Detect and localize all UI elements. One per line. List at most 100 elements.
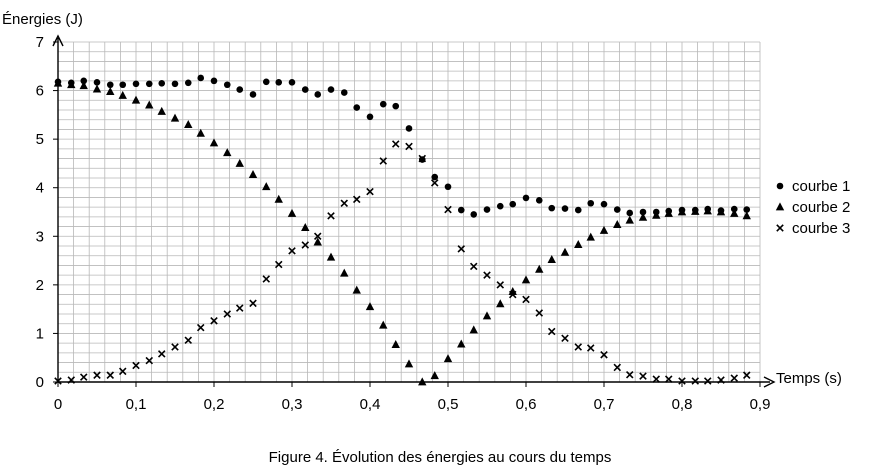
data-point-triangle bbox=[223, 148, 232, 157]
x-tick-label: 0,9 bbox=[750, 396, 771, 413]
data-point-circle bbox=[483, 206, 491, 213]
data-point-triangle bbox=[469, 325, 478, 334]
data-point-x bbox=[67, 376, 76, 384]
data-point-x bbox=[430, 179, 439, 187]
data-point-triangle bbox=[742, 211, 751, 220]
data-point-x bbox=[313, 232, 322, 241]
data-point-x bbox=[391, 140, 400, 148]
x-tick-label: 0,4 bbox=[360, 396, 381, 413]
data-point-x bbox=[79, 373, 88, 381]
data-point-x bbox=[703, 377, 712, 385]
legend-label: courbe 2 bbox=[792, 199, 850, 216]
data-point-triangle bbox=[274, 194, 283, 203]
data-point-circle bbox=[327, 86, 335, 93]
data-point-circle bbox=[470, 211, 478, 218]
data-point-circle bbox=[574, 206, 582, 214]
data-point-x bbox=[639, 372, 647, 380]
y-axis-arrow bbox=[52, 34, 64, 47]
data-point-x bbox=[366, 187, 374, 196]
data-point-x bbox=[664, 375, 673, 383]
data-point-triangle bbox=[209, 138, 219, 147]
series-2 bbox=[53, 78, 751, 386]
data-point-circle bbox=[340, 89, 348, 96]
data-point-circle bbox=[171, 80, 179, 88]
data-point-triangle bbox=[482, 311, 492, 320]
data-point-x bbox=[262, 275, 271, 283]
data-point-triangle bbox=[443, 354, 453, 363]
data-point-x bbox=[405, 142, 413, 151]
data-point-circle bbox=[145, 80, 153, 88]
data-point-circle bbox=[223, 81, 231, 89]
data-point-triangle bbox=[574, 239, 583, 248]
data-point-x bbox=[352, 195, 361, 204]
legend-marker-x bbox=[776, 224, 784, 232]
data-point-circle bbox=[80, 77, 88, 85]
data-point-triangle bbox=[703, 206, 712, 215]
data-point-triangle bbox=[638, 212, 648, 221]
data-point-triangle bbox=[716, 207, 726, 216]
data-point-circle bbox=[587, 199, 595, 207]
data-point-x bbox=[678, 377, 686, 385]
figure-caption: Figure 4. Évolution des énergies au cour… bbox=[269, 449, 612, 466]
tick-labels: 0 0,1 0,2 0,3 0,4 0,5 0,6 0,7 0,8 0,9 0 1 2 3 4 5 6 7 bbox=[36, 34, 771, 413]
data-point-x bbox=[118, 367, 127, 376]
data-point-x bbox=[249, 299, 257, 308]
y-tick-label: 6 bbox=[36, 83, 44, 100]
data-point-circle bbox=[444, 183, 452, 191]
legend-label: courbe 1 bbox=[792, 178, 850, 195]
data-point-circle bbox=[522, 194, 530, 202]
data-point-x bbox=[508, 290, 517, 299]
legend: courbe 1 courbe 2 courbe 3 bbox=[775, 178, 850, 237]
data-point-circle bbox=[210, 77, 218, 85]
data-point-triangle bbox=[184, 119, 193, 128]
data-point-x bbox=[717, 376, 725, 384]
y-tick-label: 2 bbox=[36, 277, 44, 294]
data-point-x bbox=[652, 375, 661, 383]
x-tick-label: 0 bbox=[54, 396, 62, 413]
data-point-circle bbox=[275, 79, 283, 86]
data-point-x bbox=[457, 245, 466, 253]
data-point-triangle bbox=[196, 128, 205, 137]
data-point-x bbox=[223, 310, 232, 318]
data-point-x bbox=[210, 317, 218, 325]
data-point-triangle bbox=[326, 252, 336, 261]
x-tick-label: 0,7 bbox=[594, 396, 615, 413]
data-point-triangle bbox=[379, 320, 388, 329]
y-tick-label: 7 bbox=[36, 34, 44, 51]
legend-label: courbe 3 bbox=[792, 220, 850, 237]
data-point-x bbox=[132, 361, 140, 370]
data-point-x bbox=[235, 304, 244, 312]
data-point-x bbox=[547, 327, 556, 336]
data-point-x bbox=[54, 377, 62, 385]
data-point-triangle bbox=[547, 255, 556, 263]
x-tick-label: 0,6 bbox=[516, 396, 537, 413]
data-point-x bbox=[157, 350, 166, 358]
data-point-triangle bbox=[79, 81, 88, 90]
data-point-triangle bbox=[625, 215, 634, 224]
data-point-x bbox=[93, 371, 101, 379]
x-tick-label: 0,8 bbox=[672, 396, 693, 413]
data-point-triangle bbox=[262, 182, 271, 191]
data-point-x bbox=[483, 271, 491, 279]
data-point-x bbox=[184, 336, 193, 344]
legend-marker-triangle bbox=[775, 202, 785, 211]
y-tick-label: 1 bbox=[36, 325, 44, 342]
data-point-x bbox=[145, 356, 154, 365]
data-point-circle bbox=[431, 173, 439, 181]
data-point-triangle bbox=[391, 340, 400, 348]
data-point-triangle bbox=[365, 302, 375, 311]
data-point-triangle bbox=[301, 222, 310, 231]
data-point-triangle bbox=[118, 90, 127, 99]
data-point-x bbox=[196, 323, 205, 332]
data-point-circle bbox=[314, 91, 322, 98]
data-point-triangle bbox=[457, 339, 466, 348]
data-point-triangle bbox=[106, 86, 115, 95]
y-tick-label: 4 bbox=[36, 180, 44, 197]
data-point-circle bbox=[626, 209, 634, 217]
data-point-triangle bbox=[730, 208, 739, 217]
data-point-triangle bbox=[496, 299, 505, 308]
data-point-x bbox=[600, 351, 608, 359]
data-point-x bbox=[535, 309, 544, 317]
data-point-triangle bbox=[560, 247, 570, 256]
data-point-circle bbox=[262, 78, 270, 86]
